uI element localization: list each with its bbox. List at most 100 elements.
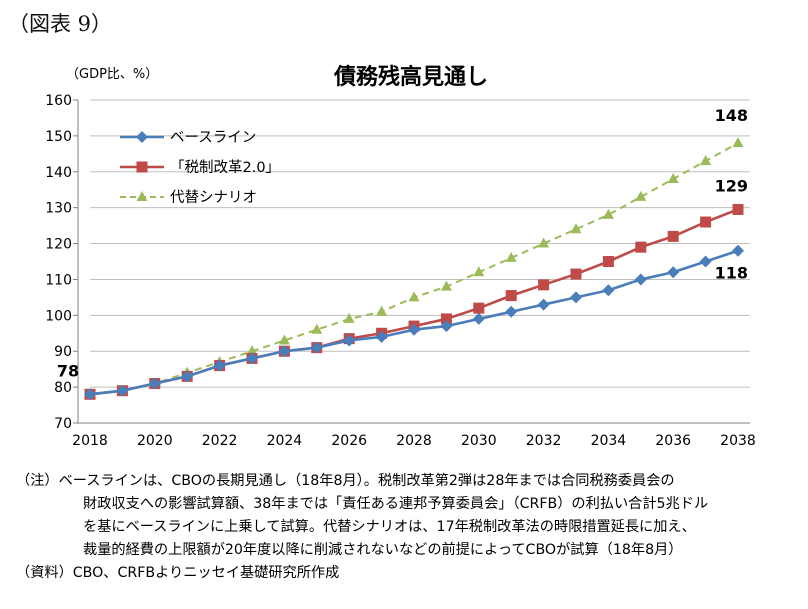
data-point: [634, 273, 647, 286]
legend-marker: [136, 161, 148, 173]
data-point: [246, 352, 258, 365]
x-tick-label: 2038: [720, 433, 756, 449]
data-point: [700, 155, 712, 166]
data-point: [570, 291, 582, 304]
x-tick-label: 2024: [267, 433, 303, 449]
data-point: [537, 298, 550, 311]
y-tick-label: 80: [54, 380, 72, 396]
data-point: [473, 302, 485, 314]
data-point: [505, 290, 517, 302]
x-tick-label: 2036: [655, 433, 691, 449]
y-tick-label: 70: [54, 416, 72, 432]
legend: ベースライン「税制改革2.0」代替シナリオ: [120, 130, 280, 206]
data-point: [278, 334, 290, 345]
data-point: [181, 370, 194, 383]
data-point: [732, 137, 744, 148]
data-point: [699, 255, 712, 268]
data-point: [84, 388, 96, 401]
data-point: [472, 312, 485, 325]
data-point: [505, 251, 517, 262]
data-point: [570, 223, 582, 234]
data-point: [148, 377, 161, 390]
data-point: [602, 256, 614, 267]
data-point: [732, 244, 744, 257]
x-tick-label: 2034: [591, 433, 627, 449]
data-label: 148: [715, 106, 748, 125]
data-point: [375, 330, 388, 343]
data-label: 118: [715, 264, 748, 283]
data-point: [667, 266, 680, 279]
y-tick-label: 160: [45, 93, 72, 109]
x-tick-label: 2020: [137, 433, 173, 449]
source-note: （資料）CBO、CRFBよりニッセイ基礎研究所作成: [16, 565, 340, 581]
data-point: [440, 280, 452, 291]
x-tick-label: 2032: [526, 433, 562, 449]
data-point: [602, 208, 614, 219]
series-line: [89, 142, 739, 396]
y-tick-label: 140: [45, 165, 72, 181]
data-point: [440, 320, 453, 333]
data-point: [116, 384, 129, 397]
data-label: 129: [715, 176, 748, 195]
data-point: [635, 241, 647, 253]
series-layer: [84, 137, 744, 401]
data-point: [343, 312, 355, 323]
data-point: [440, 313, 452, 325]
x-tick-label: 2026: [331, 433, 367, 449]
note-line: 裁量的経費の上限額が20年度以降に削減されないなどの前提によってCBOが試算（1…: [83, 542, 683, 558]
data-point: [343, 334, 356, 347]
notes: （注）ベースラインは、CBOの長期見通し（18年8月）。税制改革第2弾は28年ま…: [16, 470, 796, 585]
data-point: [311, 323, 323, 334]
data-point: [538, 237, 550, 248]
data-point: [667, 230, 679, 242]
note-line: （注）ベースラインは、CBOの長期見通し（18年8月）。税制改革第2弾は28年ま…: [16, 473, 675, 489]
data-point: [570, 268, 582, 280]
y-tick-label: 120: [45, 237, 72, 253]
data-label: 78: [57, 361, 79, 380]
data-point: [505, 305, 518, 318]
data-point: [602, 284, 615, 297]
data-point: [732, 203, 744, 215]
legend-item: 代替シナリオ: [120, 189, 257, 206]
x-tick-label: 2018: [72, 433, 108, 449]
y-tick-label: 100: [45, 308, 72, 324]
data-point: [538, 279, 550, 291]
data-point: [408, 291, 420, 302]
data-point: [213, 359, 226, 372]
data-point: [700, 216, 712, 228]
series-0: [84, 244, 744, 401]
legend-label: 代替シナリオ: [170, 189, 257, 206]
legend-marker: [136, 131, 148, 143]
data-point: [310, 341, 323, 354]
series-line: [89, 208, 739, 396]
gridlines: [90, 99, 750, 388]
data-point: [408, 323, 420, 336]
data-point: [246, 345, 258, 356]
data-point: [278, 345, 291, 358]
data-point: [473, 266, 485, 277]
x-tick-label: 2030: [461, 433, 497, 449]
y-tick-label: 130: [45, 201, 72, 217]
axes: 70 80 90 100 110 120 130 140 150 160 2018 2020 2022 2…: [45, 93, 756, 449]
data-point: [667, 172, 679, 183]
legend-marker: [136, 191, 148, 201]
data-labels: 78 148 129 118: [57, 106, 748, 380]
note-line: を基にベースラインに上乗して試算。代替シナリオは、17年税制改革法の時限措置延長…: [83, 519, 696, 535]
legend-item: 「税制改革2.0」: [120, 159, 280, 176]
chart-title: 債務残高見通し: [333, 64, 488, 90]
y-tick-label: 110: [45, 272, 72, 288]
data-point: [635, 190, 647, 201]
series-1: [84, 203, 744, 400]
figure-label: （図表 9）: [8, 12, 113, 36]
y-unit-label: （GDP比、%）: [66, 67, 158, 82]
debt-outlook-line-chart: 債務残高見通し （GDP比、%） 70 80 90 100 110 120 130 140 15…: [45, 64, 756, 449]
x-tick-label: 2028: [396, 433, 432, 449]
legend-item: ベースライン: [120, 130, 256, 146]
data-point: [376, 305, 388, 316]
y-tick-label: 150: [45, 129, 72, 145]
y-tick-label: 90: [54, 344, 72, 360]
note-line: 財政収支への影響試算額、38年までは「責任ある連邦予算委員会」（CRFB）の利払…: [83, 496, 709, 512]
legend-label: ベースライン: [170, 130, 256, 146]
x-tick-label: 2022: [202, 433, 238, 449]
legend-label: 「税制改革2.0」: [170, 159, 280, 176]
